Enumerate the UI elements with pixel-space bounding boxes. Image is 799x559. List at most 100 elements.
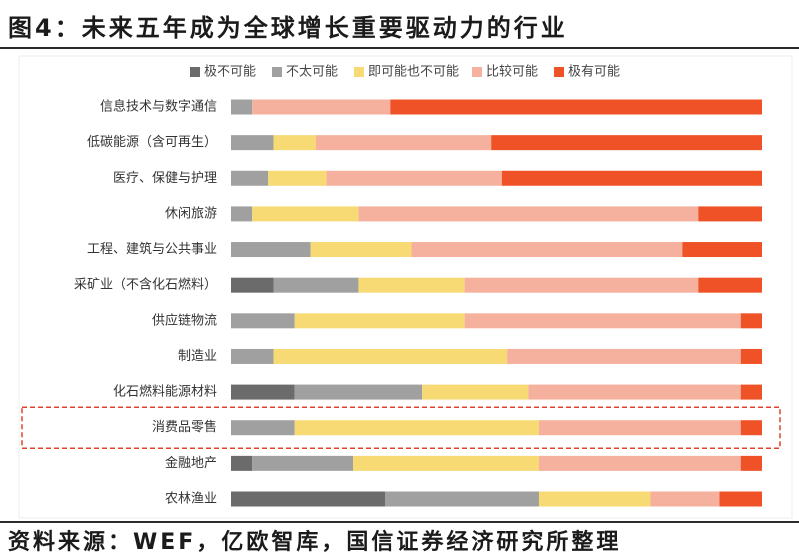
bar-row <box>231 348 762 364</box>
legend-swatch <box>272 67 282 77</box>
bar-segment <box>353 455 539 471</box>
bar-segment <box>294 313 465 329</box>
bar-segment <box>411 242 683 258</box>
category-label: 制造业 <box>178 349 217 364</box>
bar-segment <box>464 313 741 329</box>
category-label: 采矿业（不含化石燃料） <box>74 277 217 293</box>
bar-row <box>231 135 762 151</box>
bar-row <box>231 420 762 436</box>
bar-row <box>231 170 762 186</box>
bar-segment <box>422 384 529 400</box>
legend-label: 极不可能 <box>204 65 256 80</box>
bar-segment <box>507 348 741 364</box>
bar-segment <box>740 384 762 400</box>
legend-swatch <box>472 67 482 77</box>
bar-segment <box>698 206 762 222</box>
bar-segment <box>273 277 359 293</box>
category-label: 金融地产 <box>165 455 217 471</box>
source-note: 资料来源：WEF，亿欧智库，国信证券经济研究所整理 <box>8 530 622 555</box>
bar-segment <box>231 384 295 400</box>
bar-segment <box>390 99 762 115</box>
legend-label: 比较可能 <box>486 65 538 80</box>
bar-segment <box>231 170 269 186</box>
bar-row <box>231 99 762 115</box>
legend-swatch <box>354 67 364 77</box>
bar-segment <box>315 135 492 151</box>
bar-segment <box>464 277 699 293</box>
bar-segment <box>310 242 412 258</box>
bars <box>231 99 762 507</box>
legend-label: 极有可能 <box>568 65 620 80</box>
bar-segment <box>650 491 720 507</box>
bar-segment <box>719 491 762 507</box>
bar-row <box>231 206 762 222</box>
bar-segment <box>231 348 274 364</box>
bar-row <box>231 491 762 507</box>
bar-segment <box>252 455 354 471</box>
bar-segment <box>698 277 762 293</box>
bar-segment <box>252 99 391 115</box>
highlight-box <box>21 406 781 449</box>
category-label: 供应链物流 <box>152 312 217 328</box>
category-label: 化石燃料能源材料 <box>113 384 217 400</box>
legend-item: 极有可能 <box>554 65 620 80</box>
category-label: 医疗、保健与护理 <box>113 171 217 186</box>
highlight-layer <box>21 406 781 449</box>
bar-segment <box>538 491 651 507</box>
footer-divider <box>0 521 799 523</box>
legend-item: 极不可能 <box>190 65 256 80</box>
bar-segment <box>294 420 539 436</box>
bar-segment <box>231 277 274 293</box>
legend-item: 即可能也不可能 <box>354 65 459 80</box>
page-title: 图4：未来五年成为全球增长重要驱动力的行业 <box>8 14 568 42</box>
bar-row <box>231 242 762 258</box>
bar-segment <box>231 242 311 258</box>
bar-segment <box>501 170 762 186</box>
bar-segment <box>231 420 295 436</box>
bar-segment <box>231 313 295 329</box>
category-label: 消费品零售 <box>152 419 217 435</box>
bar-segment <box>231 455 253 471</box>
bar-segment <box>273 135 316 151</box>
bar-segment <box>740 348 762 364</box>
legend-swatch <box>554 67 564 77</box>
bar-segment <box>384 491 539 507</box>
bar-segment <box>252 206 359 222</box>
bar-segment <box>273 348 508 364</box>
legend-item: 不太可能 <box>272 65 338 80</box>
category-label: 低碳能源（含可再生） <box>87 134 217 150</box>
bar-row <box>231 277 762 293</box>
bar-row <box>231 384 762 400</box>
bar-row <box>231 455 762 471</box>
bar-segment <box>740 420 762 436</box>
bar-segment <box>294 384 423 400</box>
category-label: 休闲旅游 <box>165 206 217 221</box>
bar-segment <box>491 135 762 151</box>
category-label: 信息技术与数字通信 <box>100 99 217 115</box>
bar-segment <box>740 313 762 329</box>
legend: 极不可能 不太可能 即可能也不可能 比较可能 极有可能 <box>190 65 620 80</box>
bar-segment <box>528 384 741 400</box>
bar-segment <box>231 99 253 115</box>
bar-segment <box>682 242 762 258</box>
bar-segment <box>358 206 699 222</box>
category-label: 工程、建筑与公共事业 <box>87 241 217 257</box>
legend-label: 不太可能 <box>286 65 338 80</box>
category-label: 农林渔业 <box>165 491 217 506</box>
bar-segment <box>538 455 741 471</box>
legend-swatch <box>190 67 200 77</box>
bar-segment <box>231 135 274 151</box>
bar-segment <box>538 420 741 436</box>
bar-row <box>231 313 762 329</box>
bar-segment <box>358 277 465 293</box>
bar-segment <box>740 455 762 471</box>
bar-segment <box>326 170 502 186</box>
bar-segment <box>268 170 327 186</box>
legend-label: 即可能也不可能 <box>368 65 459 80</box>
legend-item: 比较可能 <box>472 65 538 80</box>
title-divider <box>0 47 799 49</box>
bar-segment <box>231 491 385 507</box>
bar-segment <box>231 206 253 222</box>
